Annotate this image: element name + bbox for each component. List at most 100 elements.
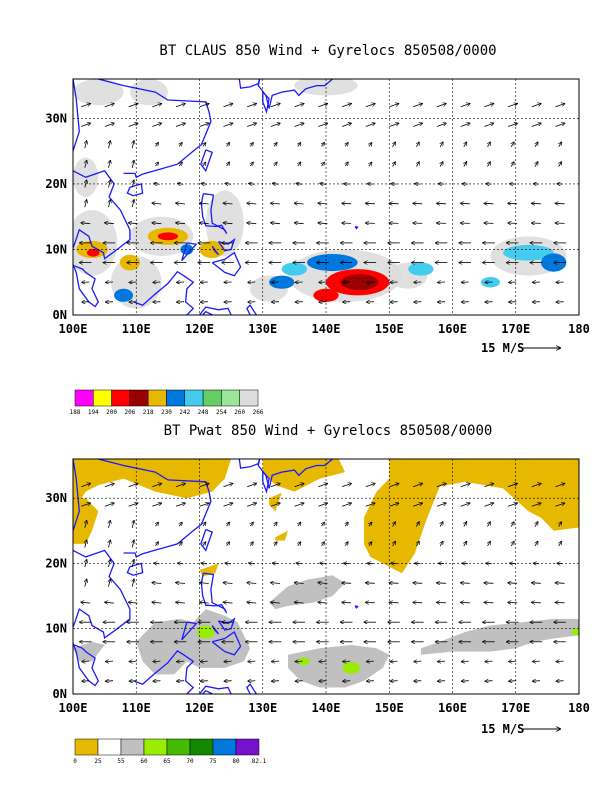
wind-vector [249, 563, 255, 564]
wind-vector [531, 484, 541, 488]
wind-vector [462, 681, 469, 682]
top-x-ticks: 100E 110E 120E 130E 140E 150E 160E 170E 180 [59, 322, 590, 336]
cold-cloud-blob [157, 232, 178, 241]
colorbar-swatch [166, 738, 191, 756]
wind-vector [294, 123, 304, 127]
wind-vector [390, 661, 398, 662]
wind-vector [389, 123, 399, 127]
wind-vector [249, 183, 255, 184]
wind-vector [270, 104, 280, 108]
wind-vector [81, 223, 91, 224]
wind-vector [531, 104, 541, 108]
wind-vector [247, 223, 257, 224]
wind-vector [365, 104, 375, 108]
bottom-colorbar: 0 25 55 60 65 70 75 80 82.1 [73, 738, 267, 765]
wind-vector [298, 542, 301, 546]
wind-vector [247, 104, 256, 108]
wind-vector [128, 503, 138, 507]
wind-vector [485, 661, 493, 662]
colorbar-level: 194 [88, 409, 99, 416]
wind-vector [484, 123, 493, 127]
wind-vector [223, 503, 233, 507]
wind-vector [534, 563, 540, 564]
wind-vector [132, 579, 134, 587]
wind-vector [223, 104, 233, 108]
wind-vector [296, 183, 302, 184]
wind-vector [298, 162, 301, 167]
wind-vector [179, 523, 182, 527]
wind-vector [199, 503, 209, 507]
top-panel-title: BT CLAUS 850 Wind + Gyrelocs 850508/0000 [159, 43, 496, 59]
wind-vector [464, 522, 467, 527]
y-tick-label: 20N [45, 177, 67, 191]
wind-vector [294, 484, 304, 488]
wind-vector [85, 161, 87, 168]
wind-vector [535, 522, 538, 527]
wind-vector [413, 104, 422, 108]
y-tick-label: 0N [53, 308, 67, 322]
colorbar-level: 254 [216, 409, 227, 416]
coastline [217, 237, 236, 252]
wind-vector [106, 661, 114, 662]
wind-vector [104, 123, 114, 127]
colorbar-swatch [111, 389, 131, 407]
wind-vector [153, 661, 161, 662]
wind-vector [320, 183, 326, 184]
wind-vector [179, 143, 182, 147]
coastline [126, 183, 144, 197]
pwat-fill-layer [73, 459, 579, 688]
wind-vector [177, 681, 185, 682]
wind-vector [179, 542, 182, 546]
x-tick-label: 110E [122, 701, 151, 715]
wind-vector [250, 162, 253, 167]
colorbar-swatch [129, 389, 149, 407]
pwat-low-region [262, 459, 345, 492]
colorbar-level: 206 [124, 409, 135, 416]
wind-vector [484, 484, 493, 488]
grid-layer [73, 79, 579, 315]
coastline [73, 549, 131, 687]
colorbar-swatch [74, 389, 94, 407]
wind-vector [202, 563, 207, 564]
y-tick-label: 20N [45, 556, 67, 570]
wind-vector [484, 104, 493, 108]
wind-vector [342, 203, 352, 204]
wind-vector [416, 522, 419, 527]
wind-vector [342, 583, 352, 584]
wind-vector [488, 522, 491, 527]
x-tick-label: 110E [122, 322, 151, 336]
wind-vector [436, 123, 446, 127]
wind-vector [203, 162, 206, 167]
colorbar-swatch [93, 389, 112, 407]
colorbar-swatch [166, 389, 186, 407]
wind-vector [533, 681, 540, 682]
wind-vector [248, 681, 256, 682]
wind-vector [556, 203, 565, 204]
top-colorbar: 188 194 200 206 218 230 242 248 254 260 266 [70, 389, 264, 416]
colorbar-level: 65 [163, 758, 171, 765]
coastline [211, 631, 242, 656]
wind-vector [224, 661, 232, 662]
cold-cloud-blob [114, 288, 134, 302]
wind-vector [318, 123, 327, 127]
top-y-ticks: 0N 10N 20N 30N [45, 111, 67, 322]
coastline [246, 683, 257, 694]
x-tick-label: 160E [438, 322, 467, 336]
wind-vector [460, 123, 470, 127]
wind-vector [559, 142, 562, 148]
wind-vector [507, 123, 517, 127]
pwat-max-region [571, 628, 579, 636]
wind-vector [152, 484, 161, 488]
coastline [262, 471, 270, 494]
pwat-low-region [73, 459, 232, 512]
wind-vector [341, 123, 351, 127]
wind-vector [132, 560, 134, 568]
wind-vector [555, 484, 565, 488]
coastline [211, 245, 220, 256]
wind-vector [273, 183, 279, 184]
wind-vector [248, 661, 256, 662]
wind-vector [132, 180, 134, 188]
wind-vector [128, 104, 138, 108]
wind-vector [436, 104, 446, 108]
wind-vector [82, 681, 90, 682]
